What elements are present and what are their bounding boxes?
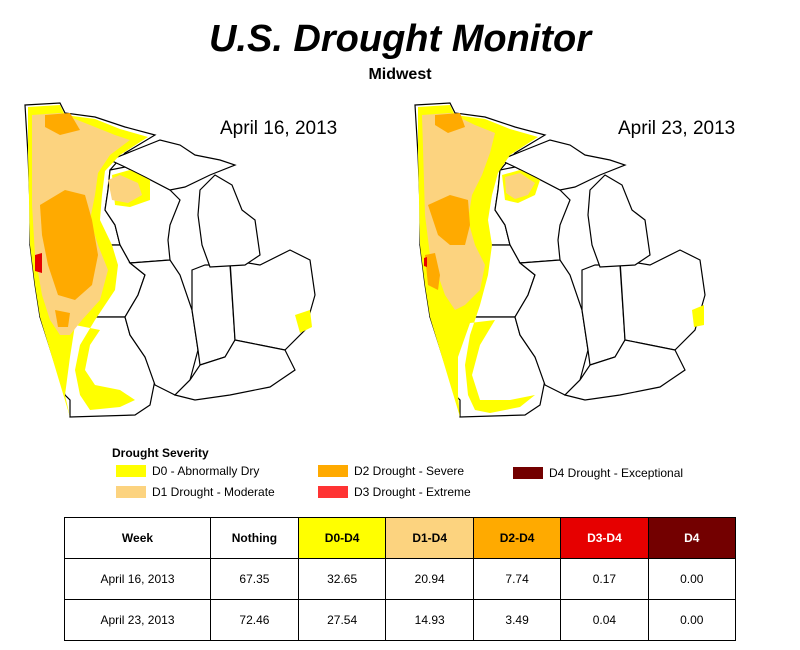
legend-label-d3: D3 Drought - Extreme (354, 485, 471, 499)
d1-area-wisconsin (505, 173, 535, 199)
drought-overlay-d3 (35, 253, 42, 273)
legend-title: Drought Severity (112, 446, 209, 460)
d0-area-ohio (692, 305, 704, 327)
table-header-row: Week Nothing D0-D4 D1-D4 D2-D4 D3-D4 D4 (64, 517, 737, 559)
page-title: U.S. Drought Monitor (208, 18, 592, 60)
cell-week: April 23, 2013 (64, 599, 211, 641)
cell-d1-d4: 14.93 (385, 599, 474, 641)
drought-overlay-d2 (40, 113, 98, 327)
cell-d0-d4: 32.65 (297, 558, 387, 600)
d2-area-iowa-south (55, 310, 70, 327)
d2-area-mn-north (45, 113, 80, 135)
cell-d2-d4: 3.49 (472, 599, 562, 641)
state-illinois (514, 259, 589, 396)
d2-area-mn-iowa (40, 190, 98, 300)
state-michigan-lower (587, 174, 651, 268)
drought-overlay-d2 (425, 113, 470, 290)
drought-stats-table: Week Nothing D0-D4 D1-D4 D2-D4 D3-D4 D4 … (64, 517, 737, 641)
header-nothing: Nothing (209, 517, 299, 559)
cell-d3-d4: 0.17 (560, 558, 649, 600)
cell-d3-d4: 0.04 (560, 599, 649, 641)
header-d4: D4 (647, 517, 737, 559)
map-date-left: April 16, 2013 (220, 118, 338, 139)
d3-area-iowa (424, 257, 427, 267)
legend-swatch-d3 (318, 486, 348, 498)
cell-nothing: 72.46 (209, 599, 299, 641)
d2-area-mn-iowa (428, 195, 470, 245)
header-d3-d4: D3-D4 (560, 517, 649, 559)
legend-label-d4: D4 Drought - Exceptional (549, 466, 684, 480)
cell-nothing: 67.35 (209, 558, 299, 600)
page-subtitle: Midwest (368, 66, 432, 83)
legend-label-d2: D2 Drought - Severe (354, 464, 465, 478)
state-michigan-lower (197, 174, 261, 268)
legend-label-d0: D0 - Abnormally Dry (152, 464, 260, 478)
header-d2-d4: D2-D4 (472, 517, 562, 559)
legend-swatch-d0 (116, 465, 146, 477)
legend-item-d2: D2 Drought - Severe (318, 464, 464, 478)
legend-swatch-d1 (116, 486, 146, 498)
header-d1-d4: D1-D4 (385, 517, 474, 559)
cell-d1-d4: 20.94 (385, 558, 474, 600)
d1-area-wisconsin (108, 175, 142, 203)
cell-d0-d4: 27.54 (297, 599, 387, 641)
d2-area-iowa-west (425, 253, 440, 290)
table-row: April 16, 2013 67.35 32.65 20.94 7.74 0.… (64, 558, 737, 600)
legend-item-d4: D4 Drought - Exceptional (513, 466, 683, 480)
state-michigan-upper (108, 139, 237, 191)
legend-label-d1: D1 Drought - Moderate (152, 485, 275, 499)
state-michigan-upper (498, 139, 627, 191)
legend-swatch-d4 (513, 467, 543, 479)
legend-swatch-d2 (318, 465, 348, 477)
header-d0-d4: D0-D4 (297, 517, 387, 559)
cell-week: April 16, 2013 (64, 558, 211, 600)
state-kentucky (563, 339, 686, 401)
table-row: April 23, 2013 72.46 27.54 14.93 3.49 0.… (64, 599, 737, 641)
drought-map-april-16 (24, 102, 316, 418)
d0-area-ohio (295, 310, 312, 333)
map-date-right: April 23, 2013 (618, 118, 736, 139)
state-kentucky (173, 339, 296, 401)
cell-d4: 0.00 (647, 558, 737, 600)
header-week: Week (64, 517, 211, 559)
legend-item-d1: D1 Drought - Moderate (116, 485, 275, 499)
drought-map-april-23 (414, 102, 706, 418)
d3-area-iowa (35, 253, 42, 273)
legend-item-d3: D3 Drought - Extreme (318, 485, 471, 499)
d2-area-mn-north (435, 113, 465, 133)
drought-overlay-d3 (424, 257, 427, 267)
cell-d4: 0.00 (647, 599, 737, 641)
cell-d2-d4: 7.74 (472, 558, 562, 600)
legend-item-d0: D0 - Abnormally Dry (116, 464, 259, 478)
state-illinois (124, 259, 199, 396)
